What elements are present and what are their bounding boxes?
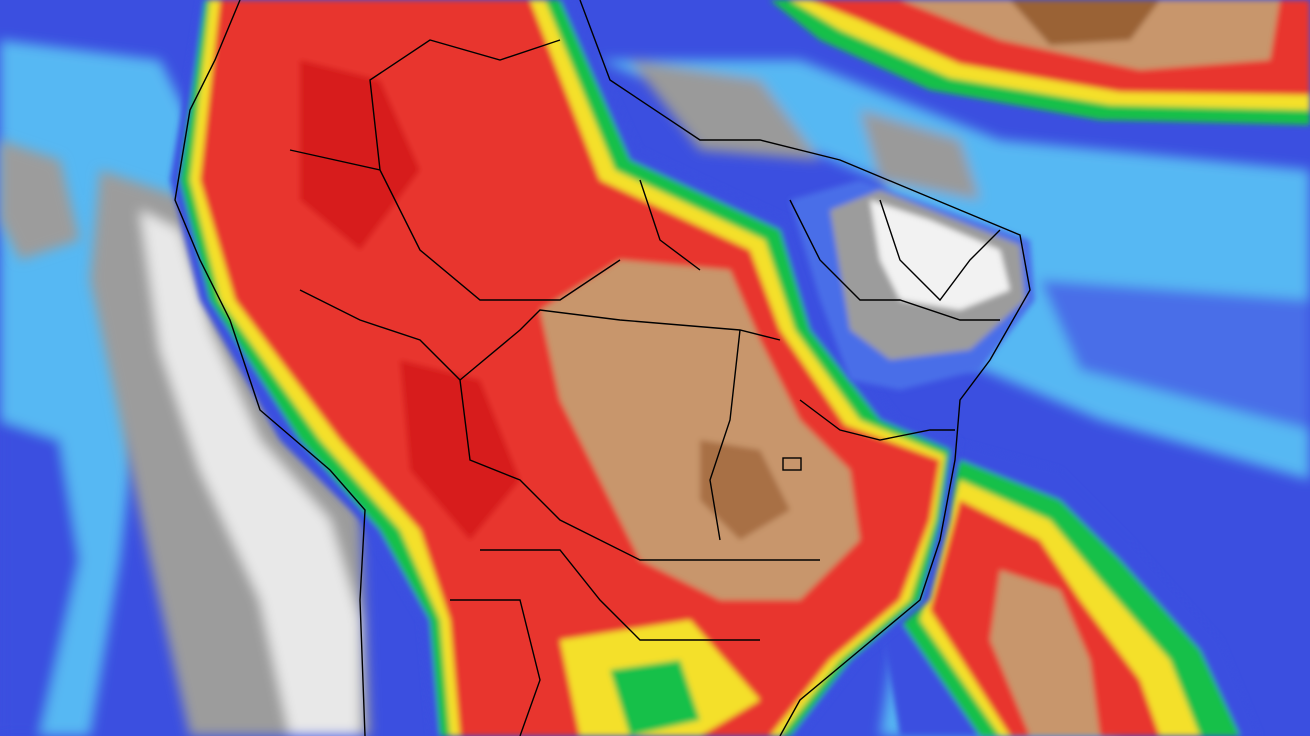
east-coastline [579,0,1031,736]
west-coastline [174,0,366,736]
border [599,539,820,561]
border [799,399,955,441]
continent-rainfall [170,0,960,736]
border [709,329,741,541]
ocean-dark-west [0,420,80,736]
north-atlantic-band [770,0,1310,125]
gray-patch-west [0,140,80,260]
gray-patch-atlantic [860,110,980,200]
federal-district [782,457,802,471]
white-band [140,210,360,736]
deep-red-patch [300,60,420,250]
pacific-dry-band [0,140,370,736]
border [879,199,1001,302]
deep-red-patch [400,360,520,540]
border [789,199,1000,321]
border [369,39,561,171]
northeast-dry-zone [790,180,1035,390]
south-atlantic-band [880,440,1260,736]
ocean-mid-east [1040,280,1310,430]
band-dark-brown [1010,0,1160,45]
border [639,179,701,271]
boundaries [174,0,1031,736]
green-patch-south [610,660,700,736]
border [459,309,781,381]
gray-patch-north [630,60,820,160]
border [480,549,760,641]
white-zone [870,200,1010,310]
border [299,289,601,541]
border [450,599,541,736]
band-brown [990,570,1100,736]
dark-brown-core [700,440,790,540]
border [289,149,621,301]
